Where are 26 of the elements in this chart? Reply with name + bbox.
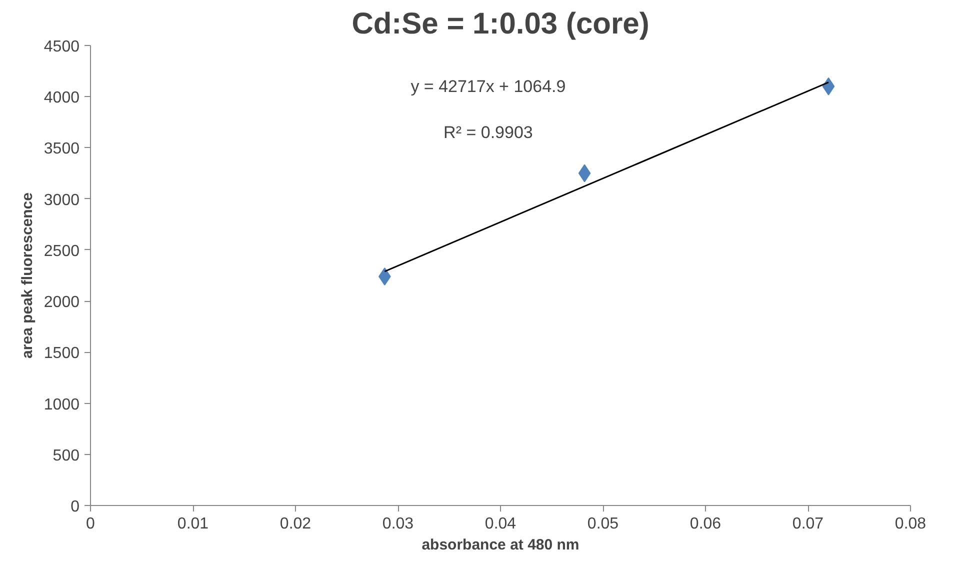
x-tick-label: 0.06: [690, 516, 722, 532]
x-tick-label: 0.04: [484, 516, 516, 532]
x-axis-title: absorbance at 480 nm: [422, 536, 580, 554]
y-tick-label: 0: [70, 498, 80, 516]
x-tick-label: 0.02: [280, 516, 312, 532]
y-axis-title: area peak fluorescence: [18, 192, 36, 358]
y-tick-label: 4500: [44, 38, 80, 56]
x-tick-label: 0.07: [792, 516, 824, 532]
annotation: R² = 0.9903: [444, 123, 533, 142]
point: [578, 164, 591, 182]
x-tick-label: 0.01: [177, 516, 209, 532]
x-tick-label: 0.05: [587, 516, 619, 532]
y-tick-label: 500: [52, 447, 80, 464]
y-tick-label: 1000: [44, 396, 80, 414]
y-tick-label: 4000: [44, 90, 80, 107]
y-tick-label: 3500: [44, 140, 80, 158]
annotation: y = 42717x + 1064.9: [410, 77, 566, 96]
x-tick-label: 0.03: [382, 516, 414, 532]
y-tick-label: 2500: [44, 242, 80, 260]
chart-title: Cd:Se = 1:0.03 (core): [352, 8, 650, 40]
x-tick-label: 0: [86, 516, 96, 532]
point: [822, 77, 835, 96]
y-tick-label: 1500: [44, 345, 80, 362]
y-tick-label: 3000: [44, 192, 80, 209]
x-tick-label: 0.08: [894, 516, 926, 532]
y-tick-label: 2000: [44, 294, 80, 312]
